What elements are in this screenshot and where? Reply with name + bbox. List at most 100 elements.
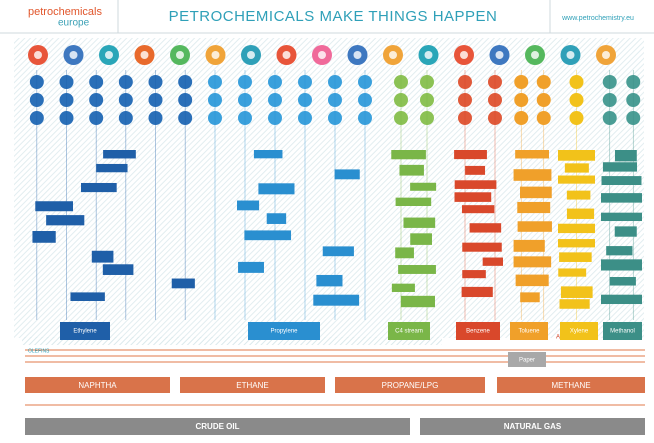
process-box xyxy=(237,200,260,211)
process-box xyxy=(601,176,642,186)
process-box xyxy=(520,186,552,199)
process-box xyxy=(391,150,426,160)
process-box xyxy=(558,175,595,184)
hub-label: C4 stream xyxy=(395,329,423,335)
process-box xyxy=(601,193,642,203)
icon-glyph xyxy=(105,51,113,59)
process-box xyxy=(601,212,642,222)
hub-label: Propylene xyxy=(270,329,298,335)
icon-glyph xyxy=(211,51,220,59)
icon-glyph xyxy=(34,51,42,59)
hub-label: Toluene xyxy=(518,329,540,335)
feedstock-label: NAPHTHA xyxy=(78,381,117,390)
hub-label: Ethylene xyxy=(73,329,97,335)
process-box xyxy=(469,223,502,233)
process-box xyxy=(614,226,637,237)
process-box xyxy=(461,205,495,214)
feedstock xyxy=(25,377,170,393)
feedstock-label: METHANE xyxy=(551,381,590,390)
process-box xyxy=(602,162,638,172)
process-box xyxy=(398,265,436,274)
group-label: OLEFINS xyxy=(28,348,50,354)
icon-glyph xyxy=(140,51,149,59)
source-label: CRUDE OIL xyxy=(196,422,240,431)
process-box xyxy=(91,250,114,263)
url: www.petrochemistry.eu xyxy=(561,15,634,22)
feedstock xyxy=(180,377,325,393)
icon-glyph xyxy=(460,51,468,59)
process-box xyxy=(515,150,550,159)
feedstock xyxy=(497,377,645,393)
process-box xyxy=(465,165,486,175)
process-box xyxy=(517,221,552,232)
process-box xyxy=(171,278,195,289)
hub xyxy=(60,322,110,340)
process-box xyxy=(238,261,264,273)
process-box xyxy=(601,294,642,305)
olefins-band xyxy=(22,337,442,345)
process-box xyxy=(454,150,487,160)
process-box xyxy=(558,239,595,248)
process-box xyxy=(410,233,432,245)
process-box xyxy=(520,292,540,303)
hub xyxy=(560,322,598,340)
process-box xyxy=(35,201,74,212)
process-box xyxy=(96,163,128,173)
hub xyxy=(456,322,500,340)
process-box xyxy=(253,150,283,159)
icon-glyph xyxy=(424,51,433,59)
process-box xyxy=(395,247,414,259)
hub-label: Methanol xyxy=(610,329,635,335)
process-box xyxy=(244,230,292,241)
process-box xyxy=(32,231,56,243)
process-box xyxy=(410,182,437,191)
feedstock-label: PROPANE/LPG xyxy=(382,381,439,390)
feedstock xyxy=(335,377,485,393)
icon-glyph xyxy=(282,51,291,59)
hub xyxy=(388,322,430,340)
process-box xyxy=(482,257,503,266)
process-box xyxy=(102,264,134,275)
source xyxy=(420,418,645,435)
icon-glyph xyxy=(318,51,326,59)
hub-label: Xylene xyxy=(570,329,589,335)
title: PETROCHEMICALS MAKE THINGS HAPPEN xyxy=(169,8,498,25)
icon-glyph xyxy=(353,51,362,59)
source-label: NATURAL GAS xyxy=(504,422,562,431)
process-box xyxy=(395,197,432,206)
hub xyxy=(248,322,320,340)
process-box xyxy=(454,192,492,202)
process-box xyxy=(399,164,424,176)
process-box xyxy=(609,277,636,286)
icon-glyph xyxy=(69,51,78,59)
process-box xyxy=(614,150,637,162)
process-box xyxy=(601,259,642,271)
process-box xyxy=(316,274,343,287)
process-box xyxy=(461,286,493,298)
process-box xyxy=(515,274,549,287)
process-box xyxy=(70,292,105,302)
process-box xyxy=(566,190,591,200)
icon-glyph xyxy=(247,51,255,59)
process-box xyxy=(558,223,595,234)
process-box xyxy=(462,242,502,252)
process-box xyxy=(403,217,436,228)
logo-bottom: europe xyxy=(58,18,90,29)
paper-box xyxy=(508,352,546,367)
process-box xyxy=(391,283,415,292)
process-box xyxy=(513,256,552,268)
feedstock-label: ETHANE xyxy=(236,381,268,390)
process-box xyxy=(462,270,486,279)
paper-label: Paper xyxy=(519,358,535,364)
process-box xyxy=(322,246,354,257)
process-box xyxy=(103,150,136,159)
process-box xyxy=(46,215,85,226)
logo-top: petrochemicals xyxy=(28,6,102,18)
process-box xyxy=(81,182,117,193)
hub xyxy=(510,322,548,340)
process-box xyxy=(559,299,590,309)
process-box xyxy=(566,208,595,219)
icon-glyph xyxy=(566,51,575,59)
icon-glyph xyxy=(176,51,184,59)
